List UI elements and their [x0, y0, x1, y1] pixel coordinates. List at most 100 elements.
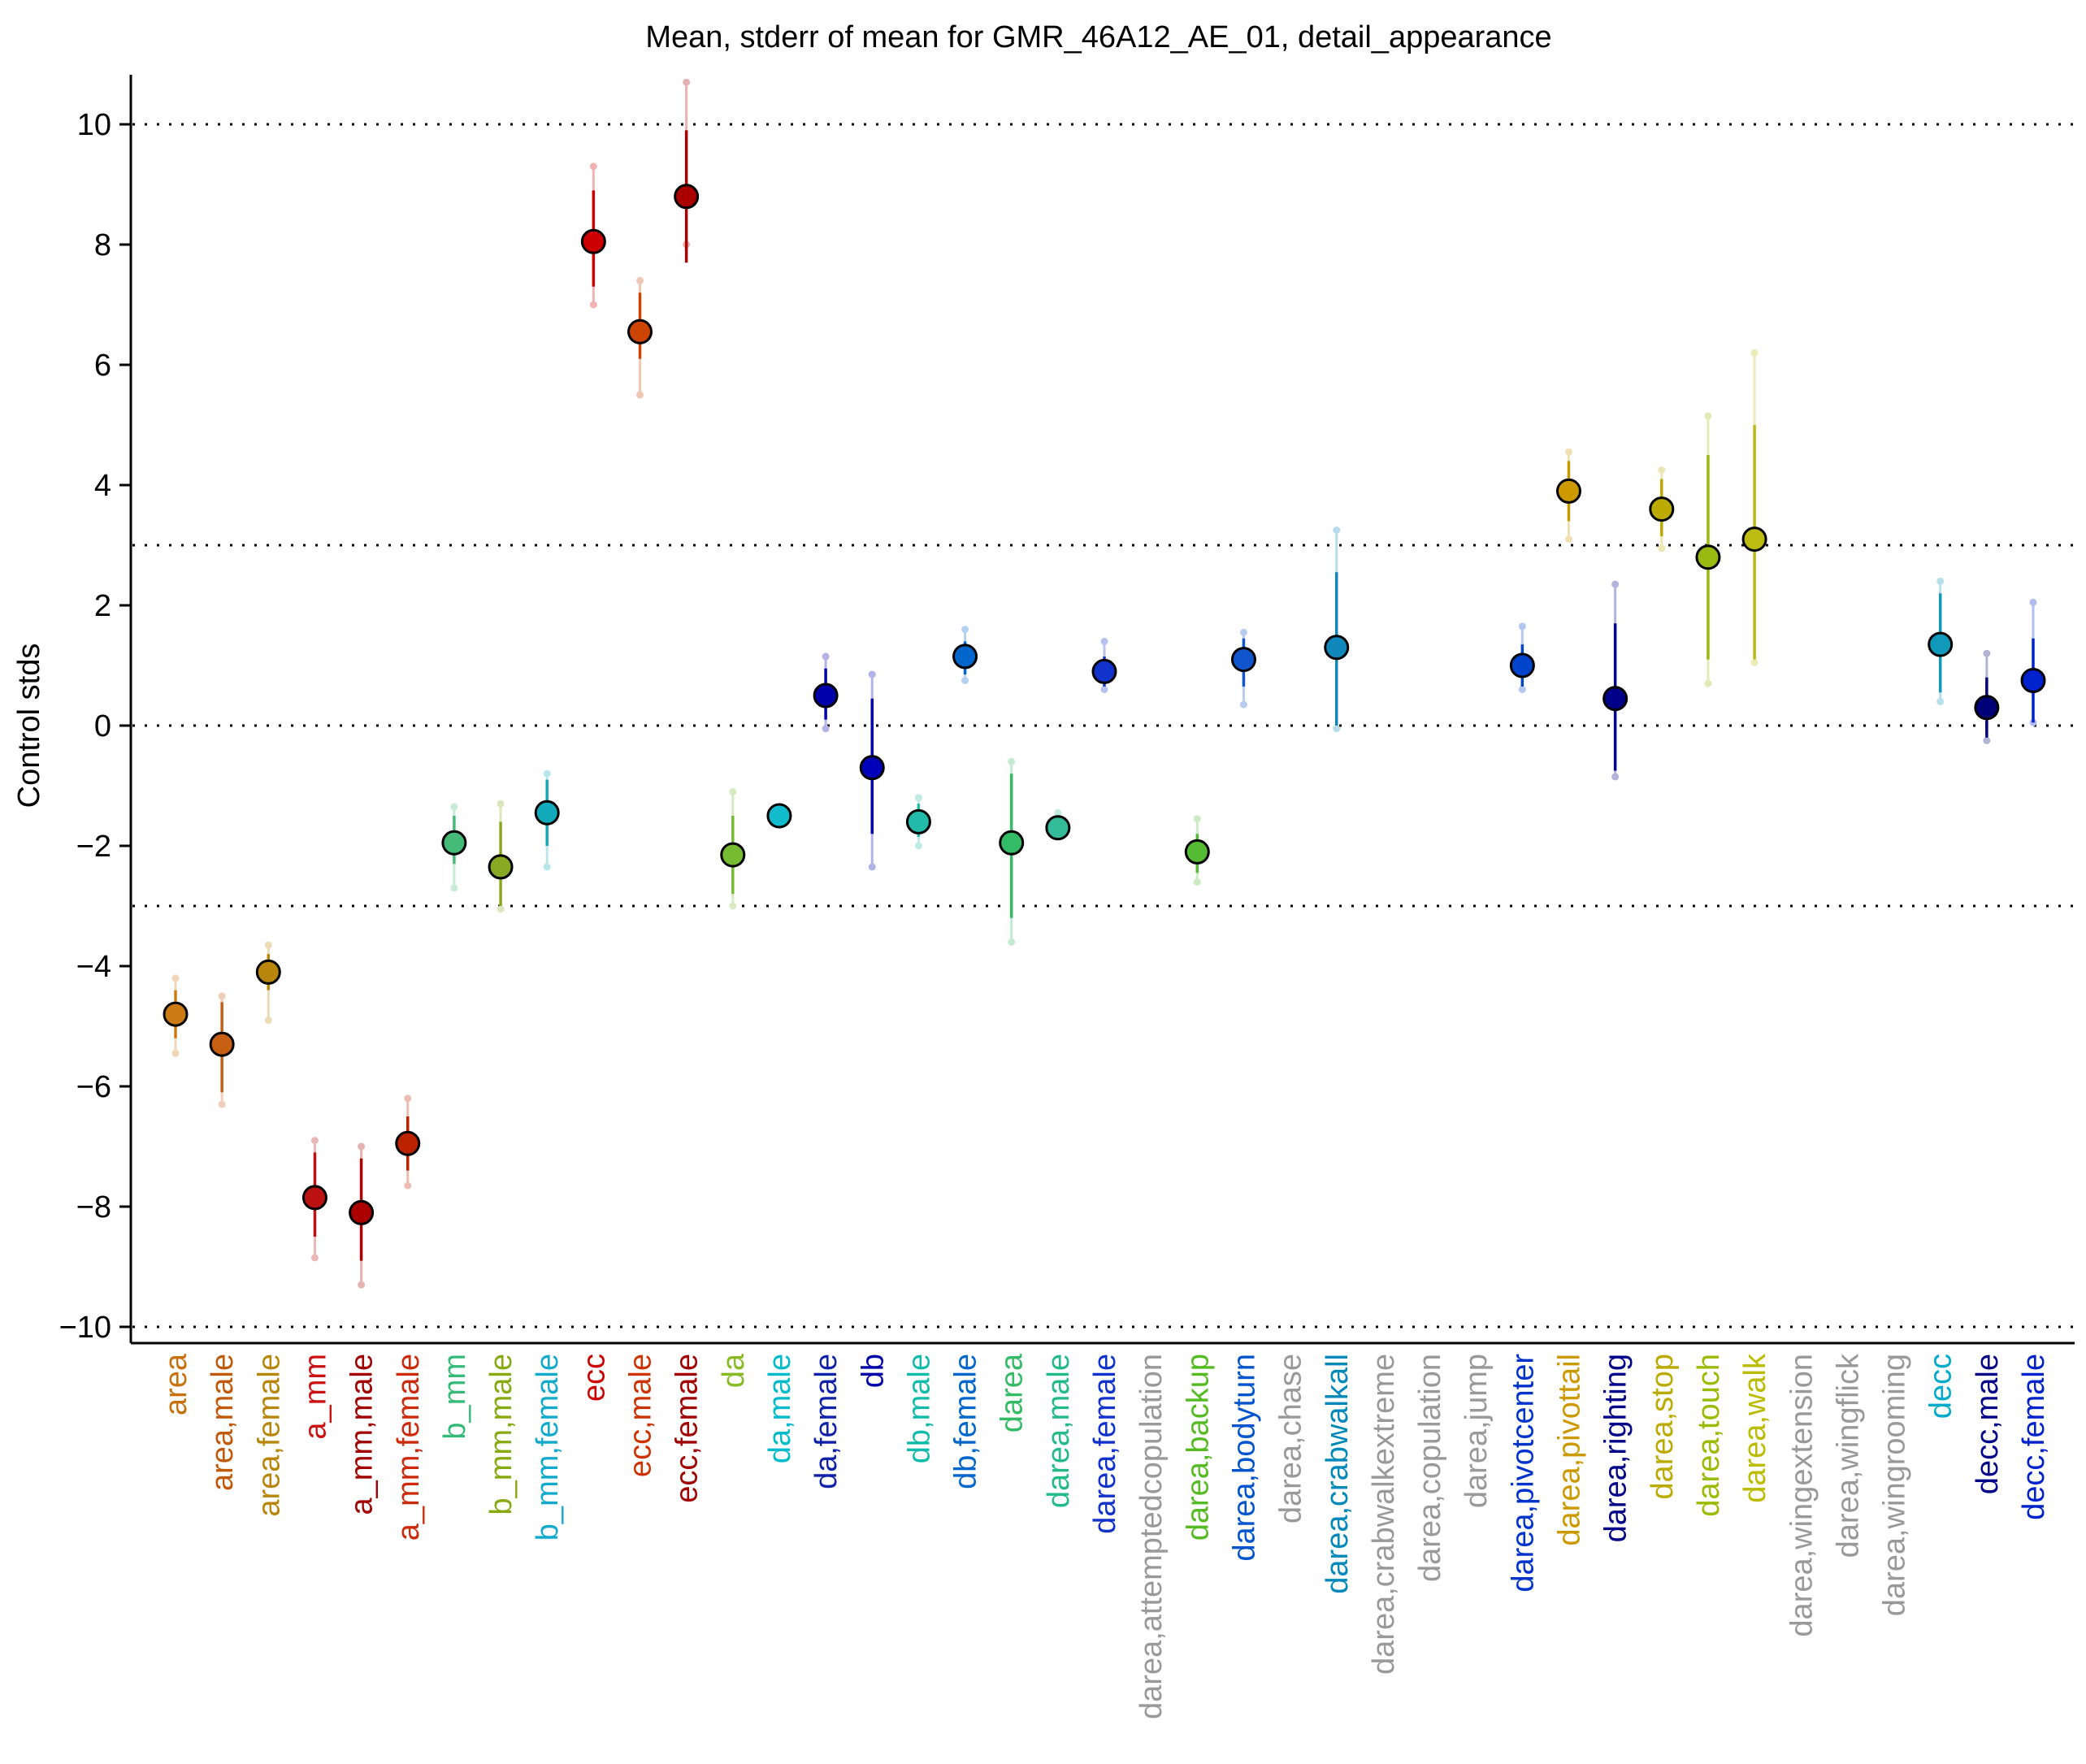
x-tick-label: a_mm,female: [392, 1354, 426, 1541]
mean-marker: [1928, 631, 1954, 657]
sample-point: [1983, 649, 1991, 657]
mean-marker: [163, 1001, 189, 1027]
mean-marker: [1324, 635, 1350, 661]
sample-point: [1333, 527, 1341, 534]
sample-point: [729, 787, 737, 795]
sample-point: [1239, 700, 1247, 709]
mean-marker: [349, 1199, 375, 1225]
sample-point: [636, 391, 644, 399]
y-tick-label: −2: [76, 830, 111, 864]
mean-marker: [209, 1031, 235, 1057]
mean-marker: [1230, 647, 1256, 673]
y-tick-label: 10: [77, 108, 111, 142]
x-tick-label: darea,male: [1042, 1354, 1076, 1508]
mean-marker: [674, 184, 700, 210]
sample-point: [1193, 815, 1201, 823]
x-tick-label: decc,male: [1971, 1354, 2005, 1494]
mean-marker: [1974, 695, 2000, 721]
x-tick-label: darea,bodyturn: [1227, 1354, 1261, 1562]
x-tick-labels: area area,male area,female a_mm a_mm,male a_m…: [159, 1353, 2051, 1719]
x-tick-label: ecc,male: [624, 1354, 658, 1477]
sample-point: [1658, 466, 1666, 474]
mean-marker: [2020, 668, 2046, 693]
y-tick-label: 4: [94, 469, 111, 503]
x-tick-label: darea,wingrooming: [1878, 1354, 1912, 1616]
mean-marker: [1091, 658, 1117, 684]
mean-marker: [1741, 527, 1767, 553]
sample-point: [2029, 598, 2037, 606]
sample-point: [310, 1137, 319, 1145]
sample-point: [822, 725, 830, 733]
sample-point: [961, 626, 969, 634]
y-tick-label: −8: [76, 1190, 111, 1224]
x-tick-label: darea,backup: [1181, 1354, 1215, 1541]
sample-point: [1193, 878, 1201, 886]
y-ticks: −10 −8 −6 −4 −2 0 2 4 6 8 10: [59, 108, 131, 1345]
data-markers: [163, 184, 2046, 1225]
reference-lines: [132, 123, 2075, 1328]
x-tick-label: darea,righting: [1599, 1354, 1633, 1542]
mean-marker: [1509, 652, 1535, 678]
x-tick-label: darea,crabwalkextreme: [1367, 1354, 1401, 1675]
sample-point: [450, 884, 458, 892]
mean-marker: [813, 683, 839, 709]
sample-point: [497, 800, 505, 808]
mean-marker: [1602, 686, 1628, 712]
sample-point: [589, 301, 597, 309]
sample-point: [310, 1254, 319, 1262]
sample-point: [589, 163, 597, 171]
sample-point: [543, 863, 551, 871]
sample-point: [1611, 773, 1620, 781]
sample-point: [497, 905, 505, 913]
x-tick-label: b_mm,male: [484, 1354, 518, 1515]
y-tick-label: 0: [94, 709, 111, 743]
sample-point: [914, 842, 922, 850]
sample-point: [1518, 686, 1526, 694]
x-tick-label: db,male: [902, 1354, 936, 1463]
mean-marker: [441, 830, 467, 856]
sample-point: [914, 794, 922, 802]
sample-point: [868, 863, 876, 871]
sample-point: [1518, 622, 1526, 631]
sample-point: [1054, 808, 1062, 817]
x-tick-label: darea,female: [1088, 1354, 1122, 1534]
y-tick-label: 2: [94, 589, 111, 623]
mean-marker: [534, 800, 560, 826]
mean-marker: [1045, 815, 1071, 841]
x-tick-label: darea,stop: [1646, 1354, 1680, 1500]
sample-point: [1565, 448, 1572, 456]
x-tick-label: darea,attemptedcopulation: [1134, 1354, 1169, 1719]
sample-point: [1611, 580, 1620, 588]
mean-marker: [999, 830, 1025, 856]
x-tick-label: area,female: [252, 1354, 286, 1517]
x-tick-label: a_mm,male: [345, 1354, 379, 1515]
x-tick-label: decc,female: [2017, 1354, 2051, 1520]
sample-point: [961, 677, 969, 684]
mean-marker: [1649, 496, 1675, 522]
sample-point: [729, 902, 737, 910]
mean-marker: [580, 228, 606, 254]
y-tick-label: 8: [94, 228, 111, 262]
sample-point: [543, 769, 551, 778]
x-tick-label: da,male: [763, 1354, 797, 1463]
sample-point: [1100, 686, 1108, 694]
mean-marker: [720, 842, 746, 868]
sample-point: [264, 1016, 272, 1025]
chart-title: Mean, stderr of mean for GMR_46A12_AE_01…: [645, 20, 1551, 54]
sample-point: [1565, 535, 1572, 544]
sample-point: [1750, 349, 1759, 357]
mean-marker: [905, 808, 931, 834]
sample-point: [1239, 628, 1247, 636]
sample-point: [822, 652, 830, 661]
mean-marker: [1695, 544, 1721, 570]
sample-point: [636, 276, 644, 284]
x-tick-label: ecc: [577, 1354, 611, 1402]
axes: [129, 75, 2075, 1345]
sample-point: [358, 1142, 366, 1151]
sample-point: [450, 803, 458, 811]
x-tick-label: db,female: [949, 1354, 983, 1489]
sample-point: [1936, 697, 1945, 705]
x-tick-label: a_mm: [298, 1354, 332, 1440]
sample-point: [218, 1100, 226, 1108]
